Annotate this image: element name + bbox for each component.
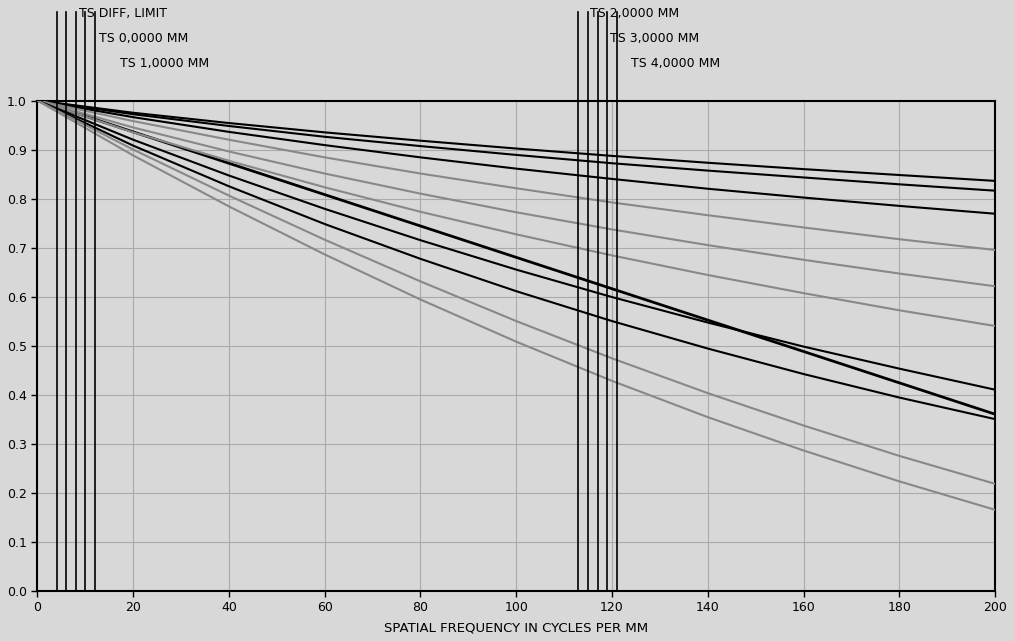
Text: TS 2,0000 MM: TS 2,0000 MM bbox=[589, 7, 678, 20]
Text: TS 4,0000 MM: TS 4,0000 MM bbox=[631, 57, 720, 70]
Text: TS 0,0000 MM: TS 0,0000 MM bbox=[99, 32, 189, 45]
Text: TS DIFF, LIMIT: TS DIFF, LIMIT bbox=[79, 7, 166, 20]
Text: TS 3,0000 MM: TS 3,0000 MM bbox=[610, 32, 700, 45]
Text: TS 1,0000 MM: TS 1,0000 MM bbox=[120, 57, 209, 70]
X-axis label: SPATIAL FREQUENCY IN CYCLES PER MM: SPATIAL FREQUENCY IN CYCLES PER MM bbox=[384, 621, 648, 634]
